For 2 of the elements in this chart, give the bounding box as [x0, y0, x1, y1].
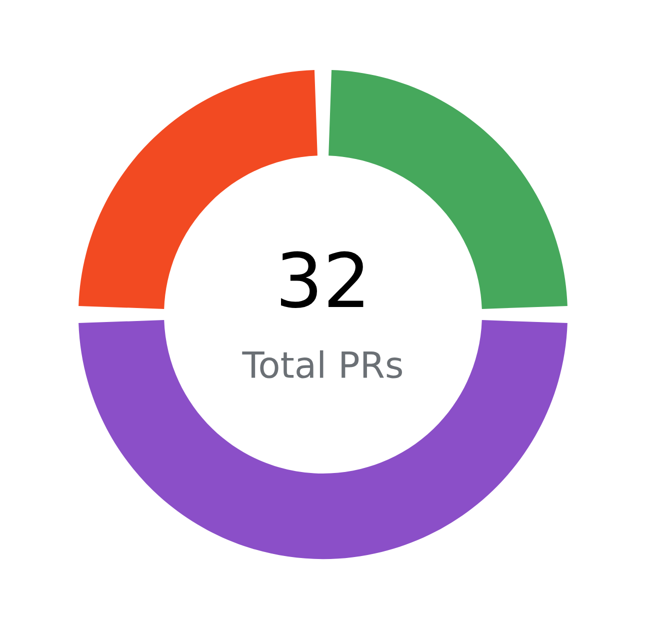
text: 32 — [281, 251, 364, 308]
text: Total PRs — [242, 350, 402, 378]
